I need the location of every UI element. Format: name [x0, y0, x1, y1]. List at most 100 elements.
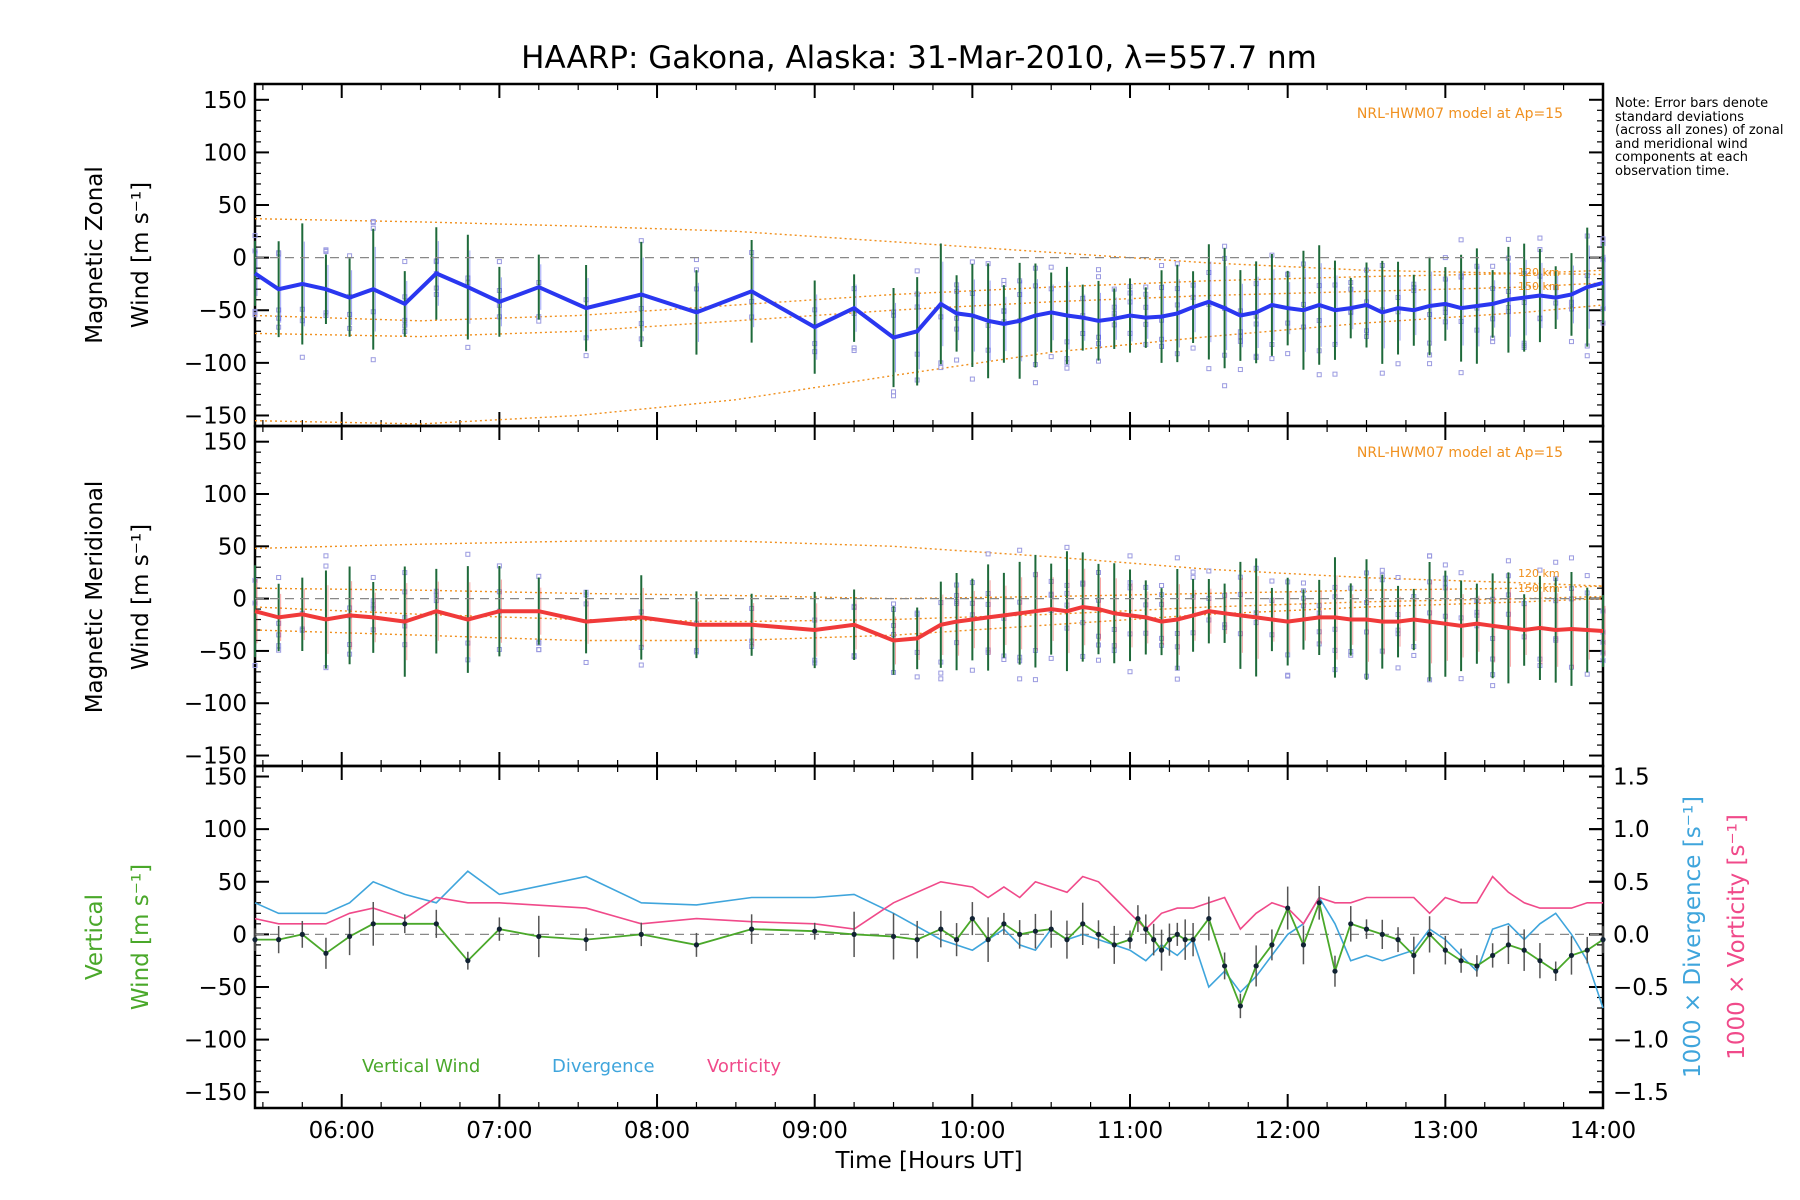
zone-point [1584, 353, 1590, 359]
divergence-axis-label: 1000 × Divergence [s⁻¹] [1680, 796, 1706, 1078]
zone-point [1269, 578, 1275, 584]
zone-point [1379, 370, 1385, 376]
legend-divergence: Divergence [552, 1056, 655, 1077]
vertical-wind-point [1584, 947, 1590, 953]
vertical-wind-point [1505, 942, 1512, 948]
y2-tick-label: 0.0 [1613, 922, 1650, 948]
zone-point [323, 553, 329, 559]
vertical-wind-point [890, 933, 897, 940]
panel-meridional-frame [253, 424, 1605, 768]
vertical-wind-point [1048, 926, 1054, 932]
zone-point [969, 667, 975, 673]
vertical-wind-point [969, 915, 975, 922]
zone-point [1537, 567, 1543, 573]
zone-point [465, 344, 471, 350]
zone-point [1458, 370, 1464, 376]
vertical-wind-point [433, 921, 439, 927]
zone-point [1159, 263, 1165, 269]
x-tick-label: 11:00 [1097, 1118, 1163, 1144]
vertical-wind-point [346, 933, 353, 940]
zone-point [402, 259, 408, 265]
y2-tick-label: 0.5 [1613, 870, 1650, 896]
zonal-model-annot-120: 120 km [1518, 266, 1560, 279]
meridional-model-label: NRL-HWM07 model at Ap=15 [1357, 445, 1563, 461]
y-tick-label: −100 [184, 1028, 247, 1054]
zone-point [1458, 676, 1464, 682]
zonal-ylabel-1: Magnetic Zonal [82, 166, 108, 344]
legend-vertical-wind: Vertical Wind [362, 1056, 480, 1077]
panel-zonal-errorbars [254, 223, 1606, 388]
x-tick-label: 09:00 [782, 1118, 848, 1144]
zone-point [1442, 562, 1448, 568]
zone-point [299, 354, 305, 360]
zone-point [276, 575, 282, 581]
vertical-wind-point [370, 921, 376, 927]
zone-point [252, 663, 258, 669]
zone-point [638, 662, 644, 668]
meridional-ylabel-1: Magnetic Meridional [82, 481, 108, 714]
zone-point [1017, 676, 1023, 682]
y-tick-label: 100 [203, 482, 247, 508]
y2-tick-label: −1.0 [1613, 1028, 1669, 1054]
y-tick-label: 0 [232, 587, 247, 613]
zone-point [1127, 669, 1133, 675]
vertical-wind-point [1135, 915, 1141, 922]
zone-point [1127, 553, 1133, 559]
vorticity-axis-label: 1000 × Vorticity [s⁻¹] [1724, 814, 1750, 1060]
zone-point [1584, 573, 1590, 579]
zone-point [851, 345, 857, 351]
vertical-wind-point [1521, 947, 1527, 953]
zone-point [1017, 547, 1023, 553]
panel-meridional: −150 −100 −50 0 50 100 150 NRL-HWM07 model at … [82, 424, 1606, 770]
vertical-wind-point [1080, 921, 1086, 927]
vertical-wind-point [1426, 931, 1433, 937]
zone-point [370, 574, 376, 580]
zonal-model-annot-150: 150 km [1518, 280, 1560, 293]
zone-point [1316, 372, 1322, 378]
panel-zonal: −150 −100 −50 0 50 100 150 NRL-HWM07 model at … [82, 82, 1606, 429]
vertical-wind-point [851, 931, 857, 937]
zone-point [252, 308, 258, 314]
vertical-wind-point [1458, 958, 1464, 964]
vertical-wind-point [1316, 900, 1322, 906]
y-tick-label: 100 [203, 140, 247, 166]
y2-tick-label: −1.5 [1613, 1080, 1669, 1106]
panel-meridional-model [254, 540, 1604, 642]
y-tick-label: 0 [232, 922, 247, 948]
vertical-wind-point [1017, 931, 1023, 937]
zone-point [1174, 555, 1180, 561]
y-tick-label: 50 [218, 534, 247, 560]
vertical-wind-point [1253, 963, 1259, 969]
zone-point [536, 318, 542, 324]
meridional-model-annot-150: 150 km [1518, 582, 1560, 595]
zone-point [1568, 339, 1574, 345]
meridional-ylabel-2: Wind [m s⁻¹] [128, 524, 154, 670]
vertical-wind-point [1568, 952, 1575, 959]
zone-point [914, 268, 920, 274]
zone-point [583, 659, 589, 665]
vertical-wind-point [465, 958, 471, 964]
zone-point [1553, 559, 1559, 565]
panel-vertical-xticks: 06:00 07:00 08:00 09:00 10:00 11:00 12:00 13:00… [262, 766, 1636, 1144]
zone-point [985, 551, 991, 557]
panel-zonal-yticks: −150 −100 −50 0 50 100 150 [184, 88, 1603, 429]
zone-point [465, 551, 471, 557]
zone-point [536, 647, 542, 653]
vertical-wind-point [1095, 931, 1102, 937]
y-tick-label: −50 [198, 639, 247, 665]
x-tick-label: 14:00 [1570, 1118, 1636, 1144]
vertical-wind-point [1182, 937, 1188, 943]
zone-point [1222, 383, 1228, 389]
vertical-wind-point [812, 928, 818, 934]
vertical-wind-point [1411, 952, 1417, 959]
legend-vorticity: Vorticity [707, 1056, 781, 1077]
zone-point [370, 357, 376, 363]
zone-point [1001, 277, 1007, 283]
panel-zonal-frame [253, 82, 1605, 428]
zone-point [1600, 236, 1606, 242]
y2-tick-label: 1.5 [1613, 765, 1650, 791]
zone-point [1505, 558, 1511, 564]
zone-point [938, 676, 944, 682]
zone-point [1064, 365, 1070, 371]
